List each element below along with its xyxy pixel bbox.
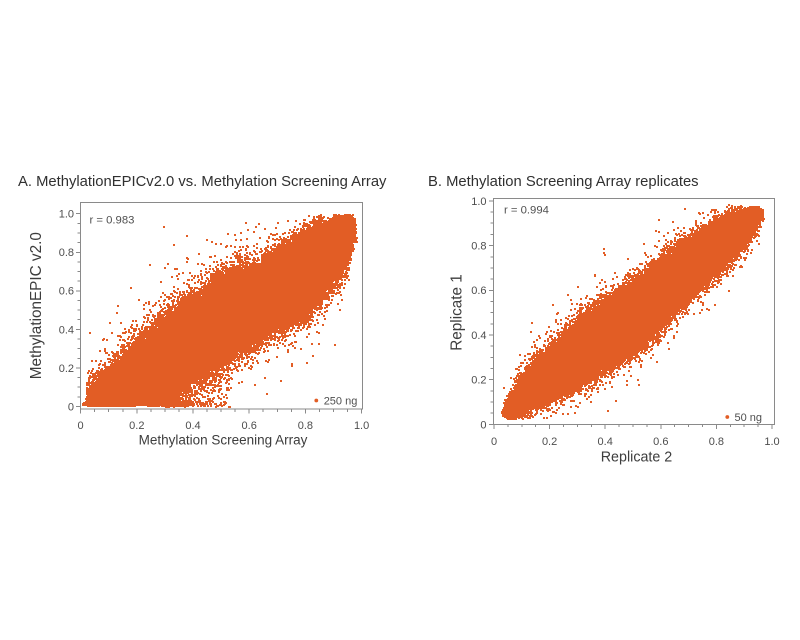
svg-text:0.6: 0.6	[653, 436, 668, 448]
svg-text:Replicate 2: Replicate 2	[601, 449, 673, 465]
svg-text:MethylationEPIC v2.0: MethylationEPIC v2.0	[28, 232, 45, 379]
svg-text:1.0: 1.0	[59, 209, 74, 221]
svg-text:0.2: 0.2	[129, 420, 144, 432]
svg-text:0: 0	[491, 436, 497, 448]
svg-text:0.4: 0.4	[471, 330, 486, 342]
svg-text:0.8: 0.8	[709, 436, 724, 448]
svg-text:0.8: 0.8	[59, 247, 74, 259]
svg-text:r = 0.983: r = 0.983	[90, 215, 135, 227]
svg-text:0.2: 0.2	[59, 363, 74, 375]
svg-text:B. Methylation Screening Array: B. Methylation Screening Array replicate…	[428, 174, 699, 190]
svg-text:250 ng: 250 ng	[324, 395, 358, 407]
svg-text:0.8: 0.8	[471, 241, 486, 253]
svg-text:0.4: 0.4	[59, 324, 74, 336]
svg-text:Replicate 1: Replicate 1	[449, 274, 466, 351]
svg-text:0.4: 0.4	[598, 436, 613, 448]
svg-text:0: 0	[68, 401, 74, 413]
svg-text:0.2: 0.2	[542, 436, 557, 448]
svg-text:1.0: 1.0	[764, 436, 779, 448]
svg-text:0.8: 0.8	[298, 420, 313, 432]
svg-text:r = 0.994: r = 0.994	[504, 205, 549, 217]
svg-text:50 ng: 50 ng	[735, 412, 763, 424]
svg-text:0.6: 0.6	[471, 285, 486, 297]
svg-text:1.0: 1.0	[471, 196, 486, 208]
svg-text:0.4: 0.4	[185, 420, 200, 432]
svg-text:0: 0	[78, 420, 84, 432]
svg-text:0.2: 0.2	[471, 375, 486, 387]
svg-text:0: 0	[480, 419, 486, 431]
svg-text:Methylation Screening Array: Methylation Screening Array	[139, 432, 308, 447]
svg-text:0.6: 0.6	[242, 420, 257, 432]
svg-text:A. MethylationEPICv2.0 vs. Met: A. MethylationEPICv2.0 vs. Methylation S…	[18, 174, 387, 190]
svg-text:1.0: 1.0	[354, 420, 369, 432]
svg-text:0.6: 0.6	[59, 286, 74, 298]
